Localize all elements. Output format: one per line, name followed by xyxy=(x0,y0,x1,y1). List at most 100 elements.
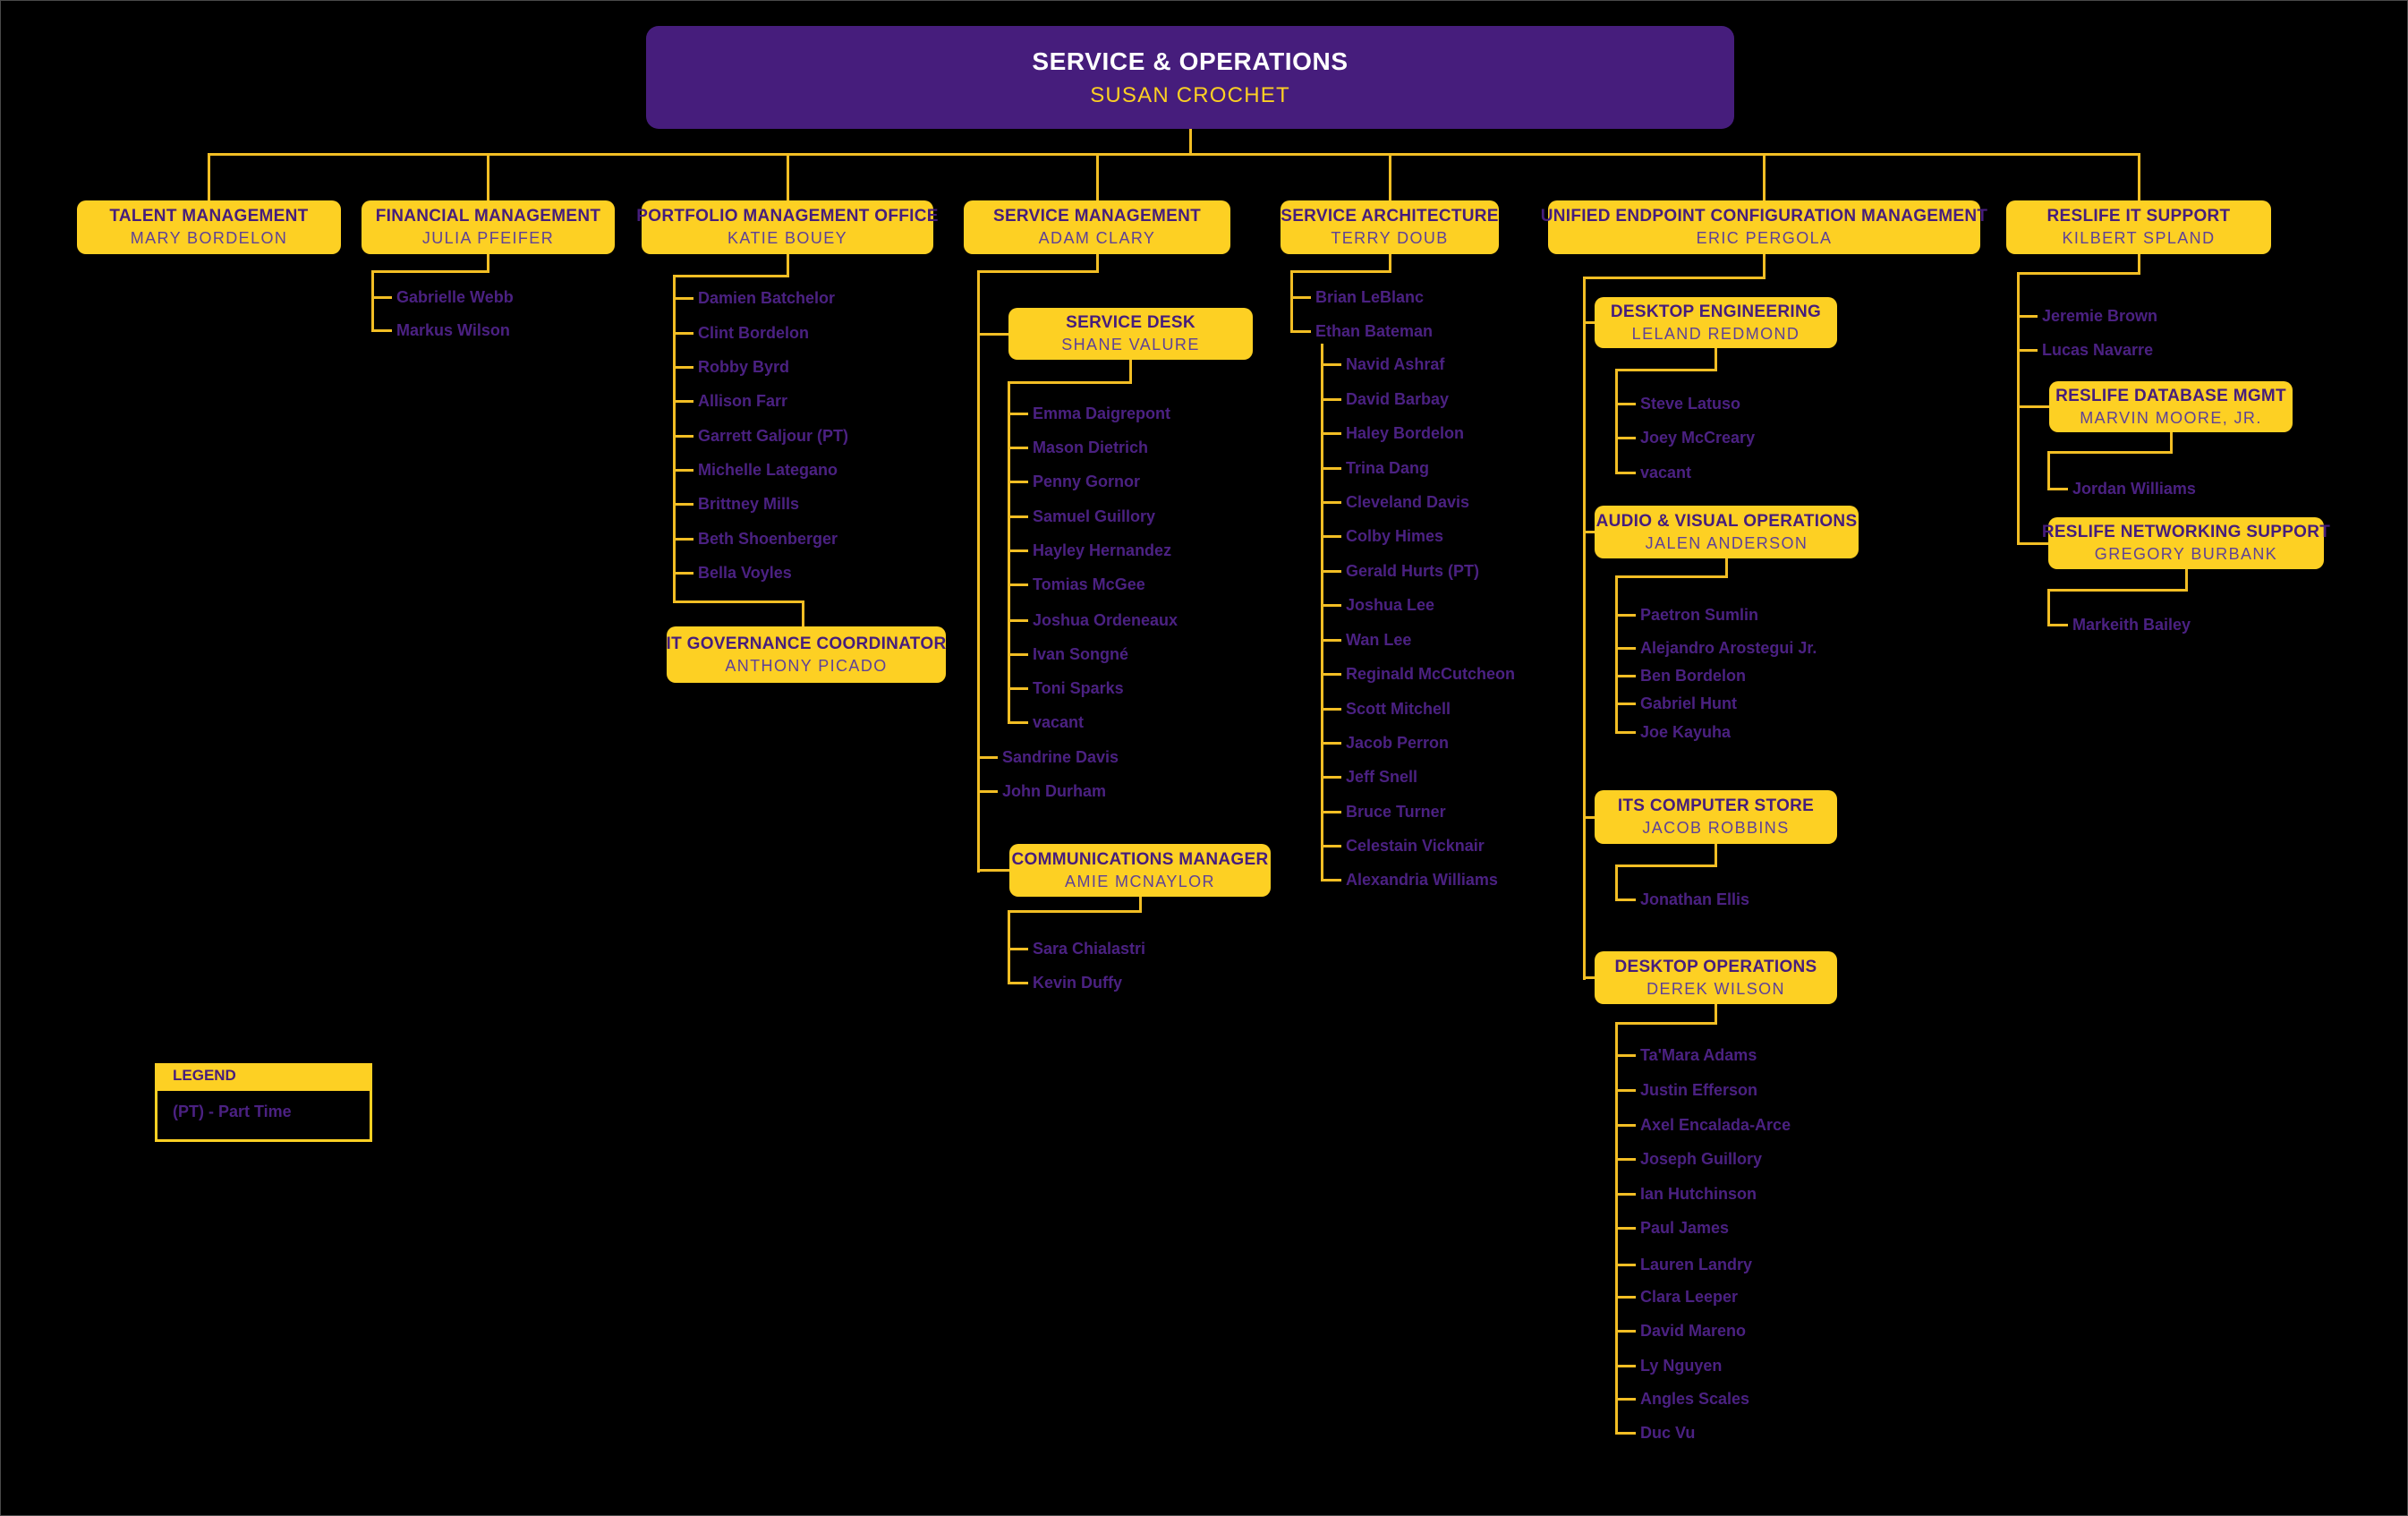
connector-line xyxy=(1614,613,1636,617)
member-name: Bella Voyles xyxy=(698,564,792,582)
org-node-service-desk: SERVICE DESK SHANE VALURE xyxy=(1008,308,1253,360)
connector-line xyxy=(672,274,789,277)
member-name: Navid Ashraf xyxy=(1346,355,1445,373)
connector-line xyxy=(976,332,1010,336)
member-name: Markeith Bailey xyxy=(2072,616,2191,634)
member-name: Emma Daigrepont xyxy=(1033,405,1171,422)
connector-line xyxy=(1614,730,1636,734)
org-node-service-operations: SERVICE & OPERATIONS SUSAN CROCHET xyxy=(646,26,1734,129)
connector-line xyxy=(1007,515,1028,518)
org-node-talent: TALENT MANAGEMENT MARY BORDELON xyxy=(77,200,341,254)
connector-line xyxy=(1582,276,1586,980)
connector-line xyxy=(1614,1263,1636,1266)
org-node-person: ANTHONY PICADO xyxy=(725,656,888,675)
org-node-title: FINANCIAL MANAGEMENT xyxy=(375,207,601,226)
org-node-person: JALEN ANDERSON xyxy=(1645,533,1808,552)
connector-line xyxy=(1614,436,1636,439)
connector-line xyxy=(1388,152,1391,202)
connector-line xyxy=(786,252,789,277)
member-name: Brian LeBlanc xyxy=(1315,288,1425,306)
connector-line xyxy=(1763,152,1766,202)
org-node-uecm: UNIFIED ENDPOINT CONFIGURATION MANAGEMEN… xyxy=(1541,200,1987,254)
org-node-person: GREGORY BURBANK xyxy=(2094,545,2278,563)
member-name: Ivan Songné xyxy=(1033,645,1129,663)
member-name: Bruce Turner xyxy=(1346,803,1446,821)
member-name: Haley Bordelon xyxy=(1346,424,1465,442)
member-name: Joe Kayuha xyxy=(1640,723,1732,741)
connector-line xyxy=(2137,252,2140,275)
member-name: Markus Wilson xyxy=(396,321,510,339)
member-name: Justin Efferson xyxy=(1640,1081,1758,1099)
member-name: Joey McCreary xyxy=(1640,429,1756,447)
connector-line xyxy=(2046,623,2068,626)
connector-line xyxy=(1129,358,1132,384)
member-name: Joshua Ordeneaux xyxy=(1033,611,1178,629)
member-name: Lauren Landry xyxy=(1640,1256,1753,1273)
member-name: Jacob Perron xyxy=(1346,734,1450,752)
org-node-title: COMMUNICATIONS MANAGER xyxy=(1011,849,1269,869)
connector-line xyxy=(1007,686,1028,690)
connector-line xyxy=(1614,702,1636,705)
connector-line xyxy=(1007,947,1028,950)
connector-line xyxy=(1320,569,1341,573)
member-name: Brittney Mills xyxy=(698,495,800,513)
connector-line xyxy=(1095,252,1099,273)
org-node-title: RESLIFE DATABASE MGMT xyxy=(2055,386,2286,405)
connector-line xyxy=(1614,864,1618,901)
connector-line xyxy=(1614,646,1636,650)
member-name: Duc Vu xyxy=(1640,1424,1696,1442)
connector-line xyxy=(1007,480,1028,483)
connector-line xyxy=(1725,557,1728,578)
connector-line xyxy=(1614,1431,1636,1435)
member-name: Trina Dang xyxy=(1346,459,1430,477)
org-node-person: MARY BORDELON xyxy=(130,229,288,247)
org-node-person: MARVIN MOORE, JR. xyxy=(2080,408,2262,427)
connector-line xyxy=(1007,981,1028,984)
connector-line xyxy=(1320,878,1341,881)
member-name: Alejandro Arostegui Jr. xyxy=(1640,639,1817,657)
org-node-title: SERVICE ARCHITECTURE xyxy=(1281,207,1499,226)
member-name: Ethan Bateman xyxy=(1315,322,1434,340)
org-node-financial: FINANCIAL MANAGEMENT JULIA PFEIFER xyxy=(362,200,615,254)
member-name: Celestain Vicknair xyxy=(1346,837,1485,855)
org-node-service-management: SERVICE MANAGEMENT ADAM CLARY xyxy=(964,200,1230,254)
member-name: Jeremie Brown xyxy=(2042,307,2158,325)
connector-line xyxy=(2016,541,2050,545)
member-name: Alexandria Williams xyxy=(1346,871,1498,889)
org-node-person: JULIA PFEIFER xyxy=(421,229,555,247)
member-name: Steve Latuso xyxy=(1640,395,1741,413)
connector-line xyxy=(1320,844,1341,847)
member-name: Gabriel Hunt xyxy=(1640,694,1738,712)
connector-line xyxy=(2016,271,2140,275)
org-node-person: ADAM CLARY xyxy=(1038,229,1156,247)
connector-line xyxy=(1320,707,1341,711)
org-node-person: KATIE BOUEY xyxy=(727,229,848,247)
legend-header: LEGEND xyxy=(155,1063,372,1088)
member-name: Jonathan Ellis xyxy=(1640,890,1750,908)
legend-item: (PT) - Part Time xyxy=(173,1103,292,1120)
connector-line xyxy=(1095,152,1099,202)
member-name: John Durham xyxy=(1002,782,1107,800)
connector-line xyxy=(1614,1329,1636,1333)
connector-line xyxy=(1614,674,1636,677)
connector-line xyxy=(1614,1021,1717,1025)
connector-line xyxy=(1614,1226,1636,1230)
connector-line xyxy=(1582,531,1596,533)
org-node-title: DESKTOP ENGINEERING xyxy=(1610,302,1822,321)
connector-line xyxy=(1715,842,1717,867)
member-name: Paetron Sumlin xyxy=(1640,606,1759,624)
connector-line xyxy=(1614,1192,1636,1196)
org-node-person: LELAND REDMOND xyxy=(1631,324,1800,343)
connector-line xyxy=(1007,720,1028,724)
member-name: Mason Dietrich xyxy=(1033,439,1149,456)
member-name: vacant xyxy=(1033,713,1085,731)
org-node-title: RESLIFE NETWORKING SUPPORT xyxy=(2041,523,2331,541)
org-node-desktop-engineering: DESKTOP ENGINEERING LELAND REDMOND xyxy=(1595,297,1837,348)
connector-line xyxy=(672,571,693,575)
connector-line xyxy=(976,869,1011,872)
connector-line xyxy=(1289,269,1293,333)
member-name: Joseph Guillory xyxy=(1640,1150,1763,1168)
connector-line xyxy=(2016,271,2020,545)
connector-line xyxy=(208,152,210,202)
connector-line xyxy=(672,399,693,403)
